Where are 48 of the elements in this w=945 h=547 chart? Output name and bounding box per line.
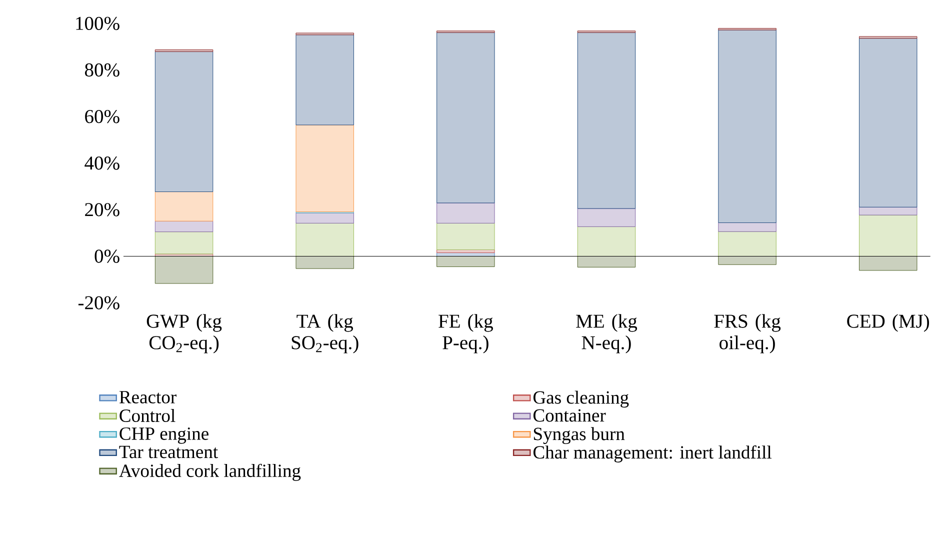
bar bbox=[154, 51, 214, 192]
bar bbox=[296, 34, 354, 126]
bar bbox=[858, 38, 918, 208]
legend-label: Control bbox=[120, 408, 176, 422]
bar bbox=[718, 231, 776, 256]
bar bbox=[577, 226, 636, 256]
bar bbox=[296, 212, 354, 224]
bar bbox=[154, 192, 214, 222]
legend-label: Gas cleaning bbox=[533, 390, 629, 408]
bar bbox=[436, 256, 495, 267]
bar bbox=[718, 256, 776, 265]
y-tick-label: -20% bbox=[78, 296, 120, 310]
bar bbox=[577, 208, 636, 227]
bar bbox=[154, 220, 214, 232]
y-tick-label: 40% bbox=[84, 156, 120, 170]
x-tick-label: ME (kg N-eq.) bbox=[576, 314, 638, 354]
x-tick-label: CED (MJ) bbox=[847, 314, 930, 332]
legend-label: Char management: inert landfill bbox=[533, 445, 772, 462]
bar bbox=[436, 32, 495, 204]
bar bbox=[436, 202, 495, 224]
bar bbox=[577, 32, 636, 209]
bar bbox=[858, 256, 918, 271]
y-tick-label: 100% bbox=[76, 16, 120, 30]
bar bbox=[718, 30, 776, 223]
legend-label: Container bbox=[533, 409, 606, 422]
x-tick-label: GWP (kg CO$_{2}$-eq.) bbox=[146, 314, 222, 354]
y-tick-label: 60% bbox=[85, 110, 120, 124]
bar bbox=[296, 256, 354, 269]
bar bbox=[154, 256, 214, 284]
y-tick-label: 20% bbox=[85, 203, 120, 216]
bar bbox=[577, 256, 636, 268]
bar bbox=[436, 222, 495, 250]
legend-label: CHP engine bbox=[120, 427, 208, 444]
y-tick-label: 80% bbox=[84, 63, 120, 77]
bar bbox=[296, 124, 354, 212]
bar bbox=[858, 214, 918, 256]
legend-label: Reactor bbox=[119, 391, 176, 404]
x-tick-label: TA (kg SO$_{2}$-eq.) bbox=[292, 314, 358, 354]
x-tick-label: FRS (kg oil-eq.) bbox=[714, 314, 781, 354]
y-tick-label: 0% bbox=[94, 250, 120, 263]
bar bbox=[858, 206, 918, 216]
bar bbox=[718, 222, 776, 232]
bar bbox=[296, 222, 354, 256]
x-tick-label: FE (kg P-eq.) bbox=[438, 314, 493, 354]
legend-label: Tar treatment bbox=[119, 446, 218, 458]
legend-label: Syngas burn bbox=[534, 427, 625, 444]
bar bbox=[154, 232, 214, 254]
legend-label: Avoided cork landfilling bbox=[119, 464, 301, 481]
